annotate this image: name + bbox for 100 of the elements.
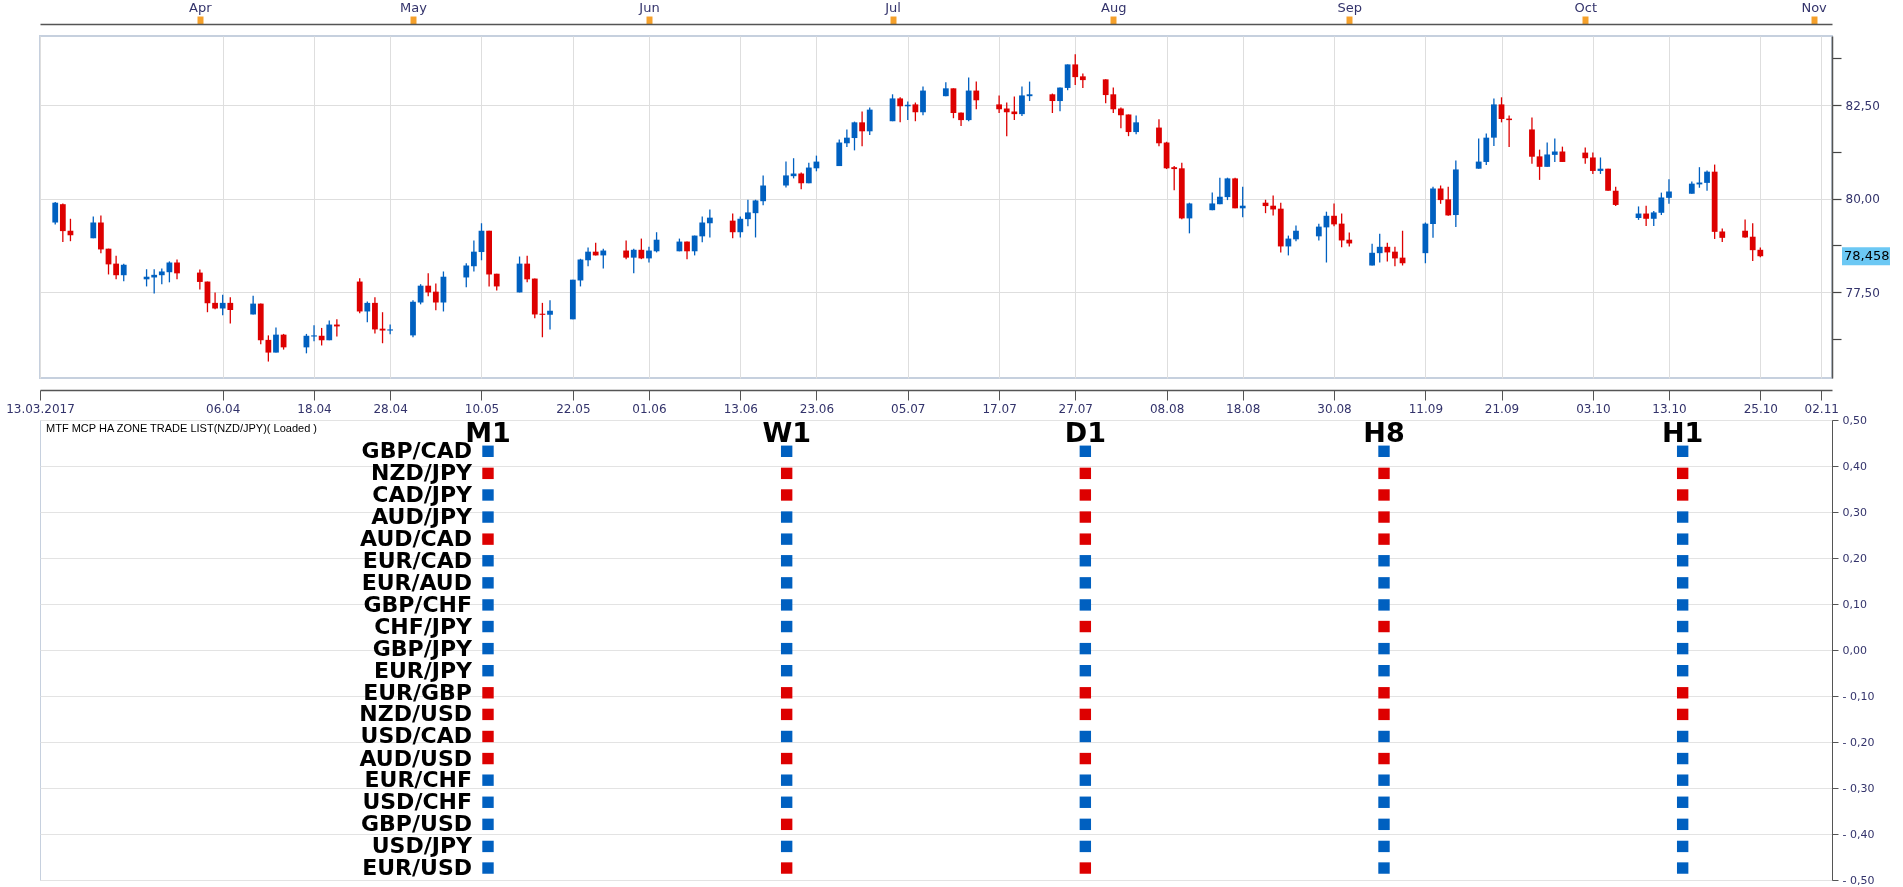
candlestick	[547, 299, 553, 331]
point	[780, 555, 793, 567]
point	[780, 511, 793, 523]
candlestick	[912, 101, 919, 122]
point	[1676, 796, 1689, 808]
candlestick	[973, 80, 980, 110]
point	[482, 752, 494, 765]
point	[482, 533, 494, 545]
candlestick	[1612, 185, 1619, 207]
x-tick-label: 23.06	[799, 401, 835, 416]
candlestick	[783, 160, 789, 189]
y-tick-label: 80,00	[1845, 192, 1880, 207]
x-tick-label: H8	[1363, 416, 1405, 448]
point	[1676, 445, 1689, 457]
point	[780, 489, 793, 501]
point	[1079, 774, 1092, 786]
candlestick	[1544, 141, 1551, 168]
point	[1676, 862, 1689, 874]
candlestick	[1551, 137, 1558, 163]
x-tick-label: 05.07	[891, 401, 926, 416]
candlestick	[920, 85, 926, 116]
x-tick-label: 18.04	[297, 401, 332, 416]
candlestick	[646, 246, 652, 264]
point	[1378, 774, 1390, 786]
candlestick	[212, 291, 218, 310]
candlestick	[174, 258, 180, 280]
point	[1378, 445, 1390, 457]
point	[1676, 599, 1689, 611]
candlestick	[1026, 80, 1033, 102]
x-tick-label: 18.08	[1226, 401, 1261, 416]
x-tick-label: 17.07	[982, 401, 1017, 416]
x2-tick-label: Sep	[1337, 0, 1363, 15]
candlestick	[699, 215, 706, 243]
candlestick	[859, 110, 865, 147]
point	[1079, 840, 1092, 853]
point	[482, 840, 494, 853]
point	[1378, 665, 1390, 677]
x-tick-label: 01.06	[632, 401, 667, 416]
point	[482, 467, 494, 480]
candlestick	[1156, 118, 1162, 147]
x-tick-label: W1	[762, 416, 811, 448]
point	[1676, 840, 1689, 853]
candlestick	[1133, 114, 1140, 135]
point	[1378, 467, 1390, 480]
x2-tick-label: Nov	[1801, 0, 1828, 15]
candlestick	[1019, 85, 1025, 117]
candlestick	[1475, 137, 1482, 170]
point	[780, 687, 793, 699]
point	[482, 599, 494, 611]
point	[1676, 489, 1689, 501]
x-tick-label: 27.07	[1058, 401, 1093, 416]
candlestick	[760, 174, 767, 206]
point	[1079, 665, 1092, 677]
point	[780, 796, 793, 808]
point	[1079, 708, 1092, 721]
y-tick-label: 0,50	[1842, 413, 1867, 427]
point	[780, 642, 793, 655]
y-tick-label: - 0,10	[1842, 689, 1875, 703]
point	[1378, 555, 1390, 567]
chart-title: MTF MCP HA ZONE TRADE LIST(NZD/JPY)( Loaded )	[46, 422, 317, 434]
point	[780, 577, 793, 589]
point	[1079, 467, 1092, 480]
candlestick	[432, 282, 439, 311]
x-tick-label: 25.10	[1743, 401, 1778, 416]
x-tick-label: 06.04	[206, 401, 241, 416]
point	[1079, 730, 1092, 743]
x2-tick-label: Aug	[1101, 0, 1127, 15]
candlestick	[1285, 234, 1292, 257]
point	[1079, 752, 1092, 765]
candlestick	[745, 199, 751, 227]
point	[482, 445, 494, 457]
point	[482, 642, 494, 655]
x-tick-label: 08.08	[1149, 401, 1185, 416]
candlestick	[1536, 148, 1543, 181]
point	[1676, 577, 1689, 589]
candlestick	[196, 268, 203, 291]
x-tick-label: 10.05	[464, 401, 500, 416]
y-tick-label: - 0,30	[1842, 781, 1875, 795]
x-tick-label: 11.09	[1408, 401, 1444, 416]
point	[780, 752, 793, 765]
x-tick-label: 13.03.2017	[6, 401, 75, 416]
candlestick	[1216, 177, 1223, 205]
point	[1378, 642, 1390, 655]
x-tick-label: 30.08	[1317, 401, 1352, 416]
y-tick-label: - 0,20	[1842, 735, 1875, 749]
point	[1079, 687, 1092, 699]
point	[482, 577, 494, 589]
y-tick-label: 0,40	[1842, 459, 1867, 473]
candlestick	[737, 215, 744, 239]
x-tick-label: 02.11	[1804, 401, 1839, 416]
candlestick	[623, 239, 630, 260]
x-tick-label: 13.06	[723, 401, 758, 416]
candlestick	[1331, 202, 1337, 227]
x-tick-label: 13.10	[1652, 401, 1687, 416]
candlestick	[1643, 205, 1650, 227]
candlestick	[227, 296, 234, 325]
candlestick	[364, 300, 371, 323]
point	[1378, 599, 1390, 611]
candlestick	[729, 212, 736, 239]
point	[482, 796, 494, 808]
